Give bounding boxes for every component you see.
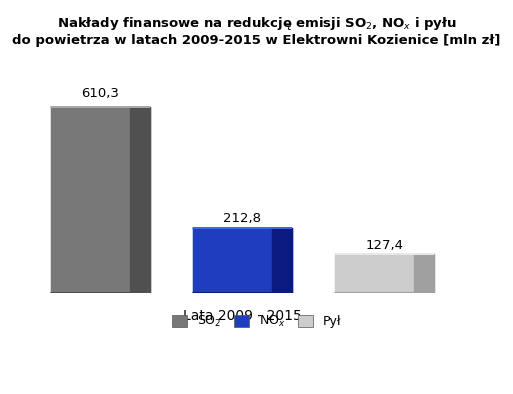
Bar <box>272 228 292 293</box>
Text: Lata 2009 - 2015: Lata 2009 - 2015 <box>183 309 302 323</box>
Text: 127,4: 127,4 <box>365 239 403 252</box>
Legend: SO$_2$, NO$_x$, Pył: SO$_2$, NO$_x$, Pył <box>167 309 346 335</box>
Bar <box>192 228 207 293</box>
Bar <box>50 107 150 293</box>
Bar <box>334 254 349 293</box>
Bar <box>50 107 66 293</box>
Bar <box>192 228 292 293</box>
Bar <box>414 254 434 293</box>
Text: 610,3: 610,3 <box>81 87 119 100</box>
Text: 212,8: 212,8 <box>223 212 261 225</box>
Bar <box>334 254 434 293</box>
Title: Nakłady finansowe na redukcję emisji SO$_2$, NO$_x$ i pyłu
do powietrza w latach: Nakłady finansowe na redukcję emisji SO$… <box>12 15 501 47</box>
Bar <box>130 107 150 293</box>
